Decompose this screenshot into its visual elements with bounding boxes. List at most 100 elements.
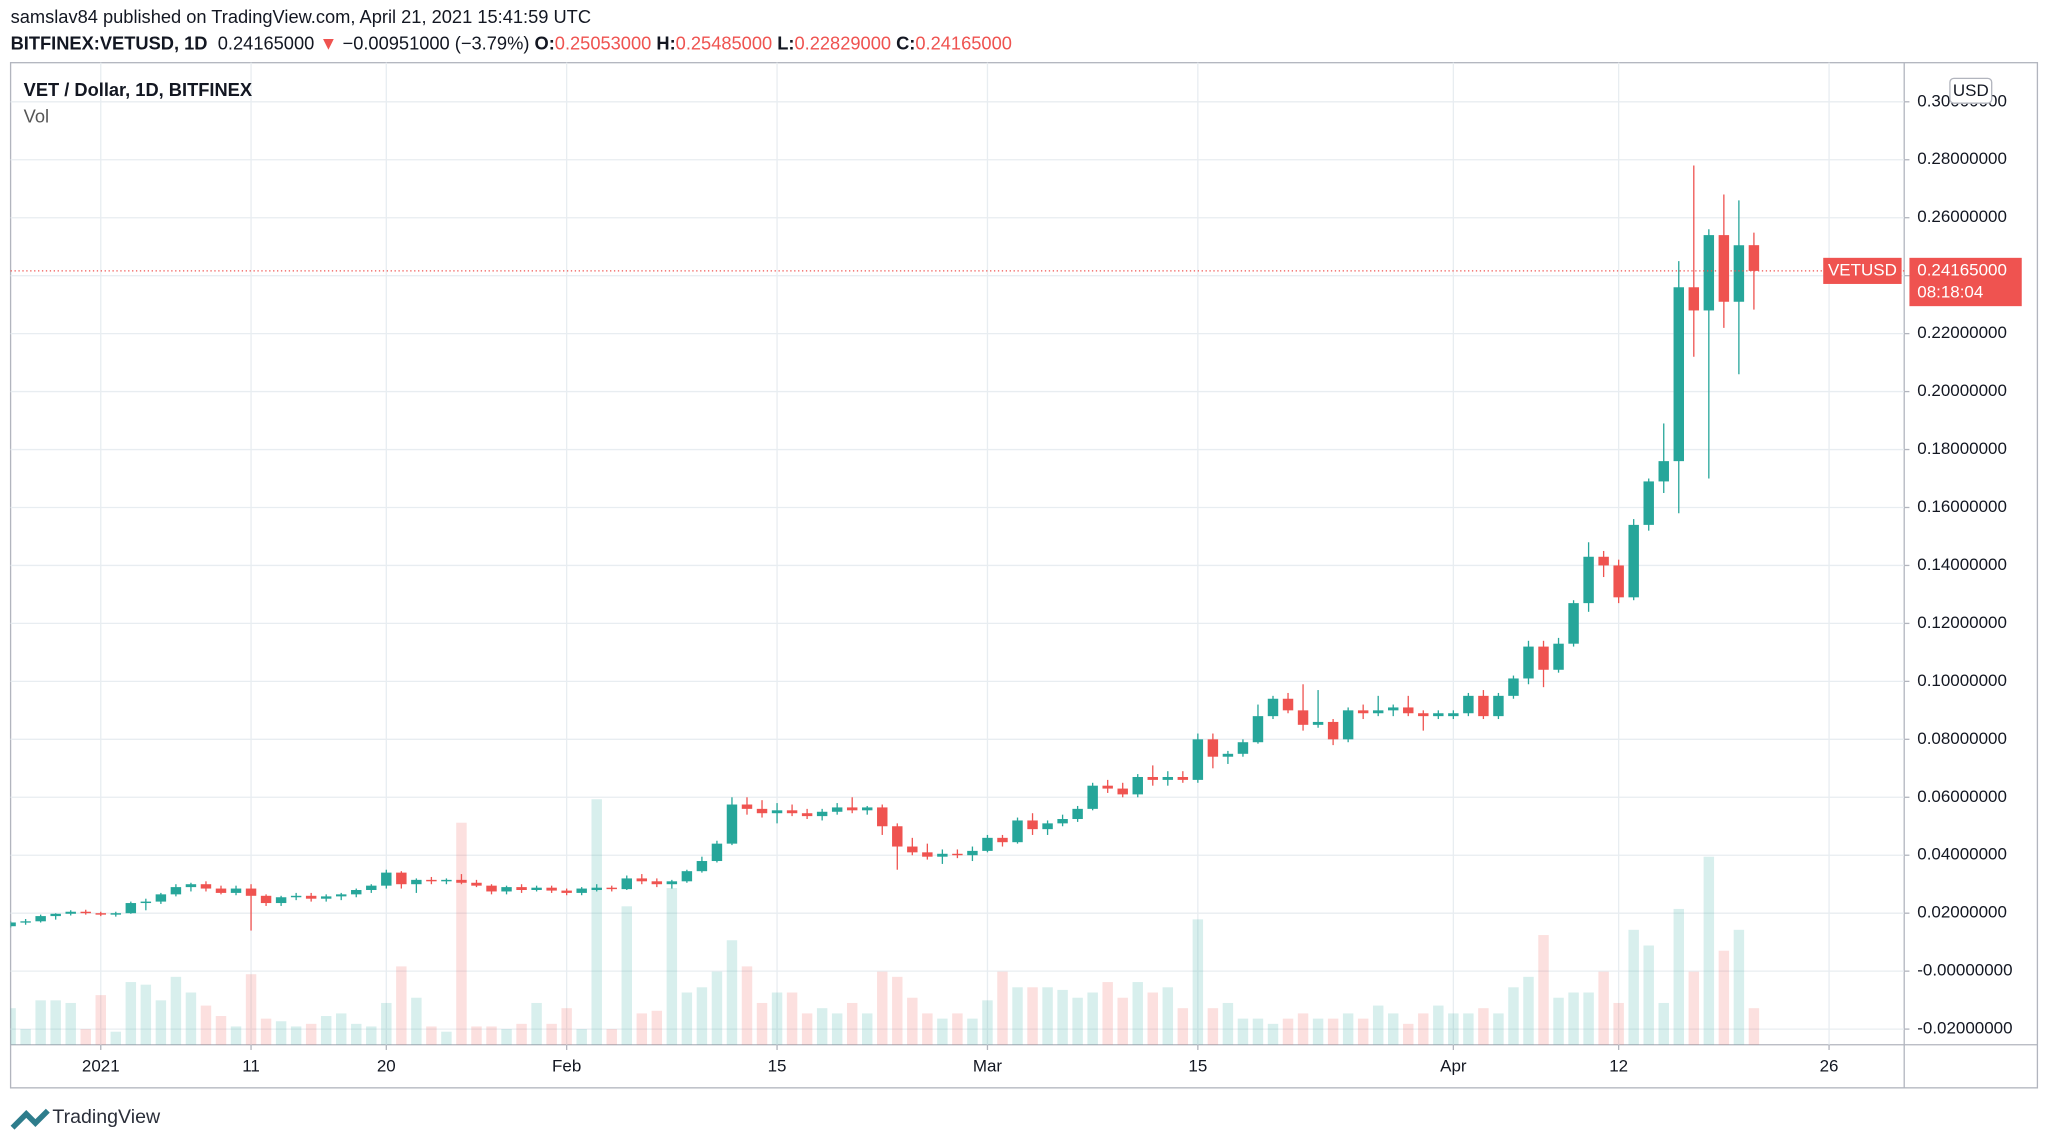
y-tick-label: -0.00000000 [1917,961,2012,980]
volume-bar [1327,1018,1339,1045]
volume-bar [1478,1008,1489,1045]
volume-bar [35,1000,46,1045]
y-tick-label: 0.02000000 [1917,903,2007,922]
x-tick-label: 11 [242,1056,260,1075]
volume-bar [1673,908,1684,1045]
volume-bar [411,997,422,1045]
volume-bar [125,982,137,1045]
volume-bar [1718,950,1730,1045]
volume-bar [1433,1005,1444,1045]
candle-body [185,884,197,888]
candle-body [1147,776,1158,780]
y-tick-label: 0.12000000 [1917,613,2007,632]
volume-bar [140,984,152,1045]
last-price-label: 0.24165000 [1917,260,2007,279]
candle-body [1658,461,1669,482]
candle-body [1493,695,1504,717]
volume-bar [426,1026,437,1045]
volume-bar [711,971,723,1045]
y-tick-label: 0.16000000 [1917,497,2007,516]
y-tick-label: 0.06000000 [1917,787,2007,806]
candle-body [531,887,542,891]
currency[interactable]: USD [1953,81,1989,100]
y-tick-label: 0.14000000 [1917,555,2007,574]
candle-body [305,895,317,899]
low-label: L: [777,32,794,53]
candle-body [546,887,557,891]
volume-bar [1598,971,1609,1045]
volume-bar [185,992,197,1045]
candle-body [1177,776,1189,780]
candle-body [170,887,182,895]
volume-bar [756,1002,768,1045]
high: 0.25485000 [676,32,773,53]
y-tick-label: 0.10000000 [1917,671,2007,690]
candle-body [1372,710,1384,714]
volume-bar [967,1018,978,1045]
change-arrow: ▼ [319,32,337,53]
volume-bar [351,1023,362,1045]
x-tick-label: 20 [377,1056,396,1075]
volume-bar [1583,992,1594,1045]
volume-bar [1688,971,1700,1045]
candle-body [1568,603,1579,644]
volume-bar [200,1005,212,1045]
volume-bar [907,997,918,1045]
candle-body [426,879,437,882]
candle-body [741,804,753,809]
volume-bar [245,974,257,1045]
x-tick-label: Apr [1440,1056,1467,1075]
volume-bar [576,1029,587,1045]
candle-body [1132,776,1143,795]
candle-body [1042,823,1053,830]
candle-body [1012,820,1023,843]
volume-bar [1493,1013,1504,1045]
candle-body [366,885,377,891]
candle-body [1433,713,1444,717]
candle-body [907,846,918,853]
candle-body [1688,287,1700,311]
brand-name: TradingView [52,1106,161,1128]
candle-body [1282,698,1294,711]
volume-bar [726,940,738,1045]
volume-layer [10,799,1760,1045]
candle-body [396,872,407,885]
volume-bar [1448,1013,1459,1045]
candle-body [1703,235,1715,311]
label-layer: 20211120Feb15Mar15Apr12260.300000000.280… [10,91,2022,1075]
currency-box[interactable] [1949,77,1993,104]
candle-body [80,911,91,914]
volume-bar [1357,1018,1369,1045]
volume-bar [606,1029,617,1045]
volume-bar [831,1013,843,1045]
volume-bar [1643,945,1654,1045]
candle-body [801,813,813,817]
candle-body [1297,710,1309,725]
close-label: C: [896,32,915,53]
volume-bar [1222,1002,1234,1045]
candle-body [726,804,738,844]
candle-body [666,881,678,885]
candle-body [1207,739,1219,757]
candle-body [260,895,272,904]
volume-bar [741,966,753,1045]
candle-body [1192,739,1204,780]
open-label: O: [535,32,555,53]
candle-body [1102,785,1113,789]
candle-body [110,913,122,915]
volume-bar [786,992,798,1045]
candle-body [335,894,347,897]
volume-label: Vol [24,105,49,126]
x-tick-label: Feb [552,1056,581,1075]
currency-badge[interactable]: USD [1949,77,1993,104]
candle-body [846,807,858,811]
y-tick-label: 0.28000000 [1917,149,2007,168]
volume-bar [1523,976,1534,1045]
volume-bar [591,799,602,1045]
candle-body [651,881,663,885]
volume-bar [1057,989,1068,1045]
volume-bar [1388,1013,1399,1045]
